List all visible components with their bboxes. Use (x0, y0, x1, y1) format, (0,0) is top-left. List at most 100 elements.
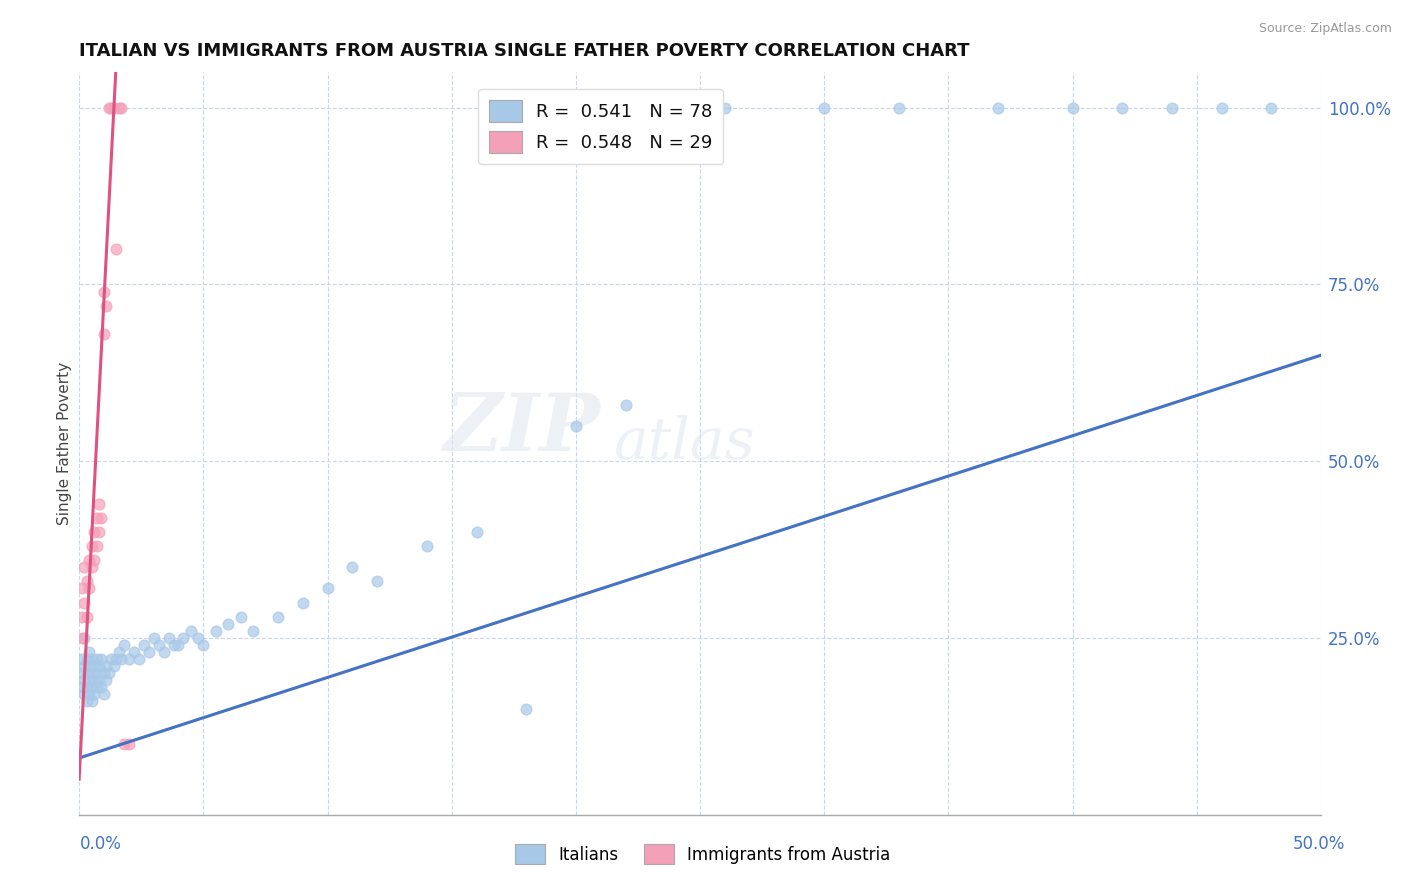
Point (110, 652, 132, 666)
Point (162, 638, 184, 652)
Point (167, 638, 190, 652)
Point (987, 101, 1010, 115)
Point (204, 624, 226, 638)
Point (96, 299, 118, 313)
Point (105, 652, 128, 666)
Point (70, 652, 93, 666)
Point (73, 631, 96, 645)
Point (83, 524, 105, 539)
Point (90, 681, 112, 695)
Text: 0.0%: 0.0% (80, 835, 122, 853)
Point (70, 609, 93, 624)
Point (110, 101, 132, 115)
Point (73, 659, 96, 673)
Point (86, 681, 108, 695)
Text: Source: ZipAtlas.com: Source: ZipAtlas.com (1258, 22, 1392, 36)
Point (157, 631, 180, 645)
Point (90, 652, 112, 666)
Point (76, 609, 98, 624)
Point (76, 694, 98, 708)
Point (118, 652, 141, 666)
Point (76, 681, 98, 695)
Point (108, 645, 131, 659)
Point (73, 560, 96, 574)
Point (87, 673, 110, 688)
Point (100, 101, 122, 115)
Point (80, 694, 103, 708)
Point (73, 595, 96, 609)
Point (148, 638, 170, 652)
Legend: R =  0.541   N = 78, R =  0.548   N = 29: R = 0.541 N = 78, R = 0.548 N = 29 (478, 89, 723, 163)
Point (105, 242, 128, 256)
Text: ITALIAN VS IMMIGRANTS FROM AUSTRIA SINGLE FATHER POVERTY CORRELATION CHART: ITALIAN VS IMMIGRANTS FROM AUSTRIA SINGL… (79, 42, 970, 60)
Point (83, 659, 105, 673)
Point (291, 595, 314, 609)
Point (80, 652, 103, 666)
Point (70, 681, 93, 695)
Point (86, 652, 108, 666)
Point (138, 645, 160, 659)
Point (193, 638, 215, 652)
Point (132, 638, 155, 652)
Point (93, 666, 115, 681)
Point (1062, 101, 1084, 115)
Point (112, 737, 135, 751)
Point (80, 681, 103, 695)
Point (77, 673, 100, 688)
Point (229, 609, 252, 624)
Point (77, 645, 100, 659)
Point (80, 666, 103, 681)
Point (180, 624, 202, 638)
Point (77, 659, 100, 673)
Point (565, 418, 588, 433)
Point (172, 631, 194, 645)
Point (614, 398, 637, 412)
Point (93, 326, 115, 341)
Point (83, 553, 105, 567)
Point (97, 666, 120, 681)
Point (77, 582, 100, 596)
Point (366, 574, 388, 589)
Point (70, 666, 93, 681)
Y-axis label: Single Father Poverty: Single Father Poverty (58, 362, 72, 525)
Point (1111, 101, 1133, 115)
Text: atlas: atlas (613, 416, 755, 472)
Point (80, 539, 103, 553)
Point (87, 524, 110, 539)
Point (86, 510, 108, 524)
Point (100, 652, 122, 666)
Point (86, 666, 108, 681)
Point (103, 101, 125, 115)
Point (86, 539, 108, 553)
Point (96, 673, 118, 688)
Point (152, 645, 174, 659)
Point (122, 645, 145, 659)
Point (73, 687, 96, 701)
Point (87, 659, 110, 673)
Point (187, 631, 209, 645)
Point (83, 687, 105, 701)
Point (77, 553, 100, 567)
Point (217, 616, 239, 631)
Point (118, 737, 141, 751)
Point (73, 673, 96, 688)
Point (103, 659, 125, 673)
Text: ZIP: ZIP (444, 390, 600, 467)
Point (108, 101, 131, 115)
Text: 50.0%: 50.0% (1292, 835, 1346, 853)
Point (97, 101, 120, 115)
Point (76, 652, 98, 666)
Point (76, 574, 98, 589)
Point (128, 652, 150, 666)
Point (242, 624, 264, 638)
Point (77, 687, 100, 701)
Point (1161, 101, 1184, 115)
Point (267, 609, 290, 624)
Point (342, 560, 364, 574)
Point (1260, 101, 1282, 115)
Point (80, 560, 103, 574)
Point (70, 631, 93, 645)
Point (87, 497, 110, 511)
Point (96, 659, 118, 673)
Point (1211, 101, 1233, 115)
